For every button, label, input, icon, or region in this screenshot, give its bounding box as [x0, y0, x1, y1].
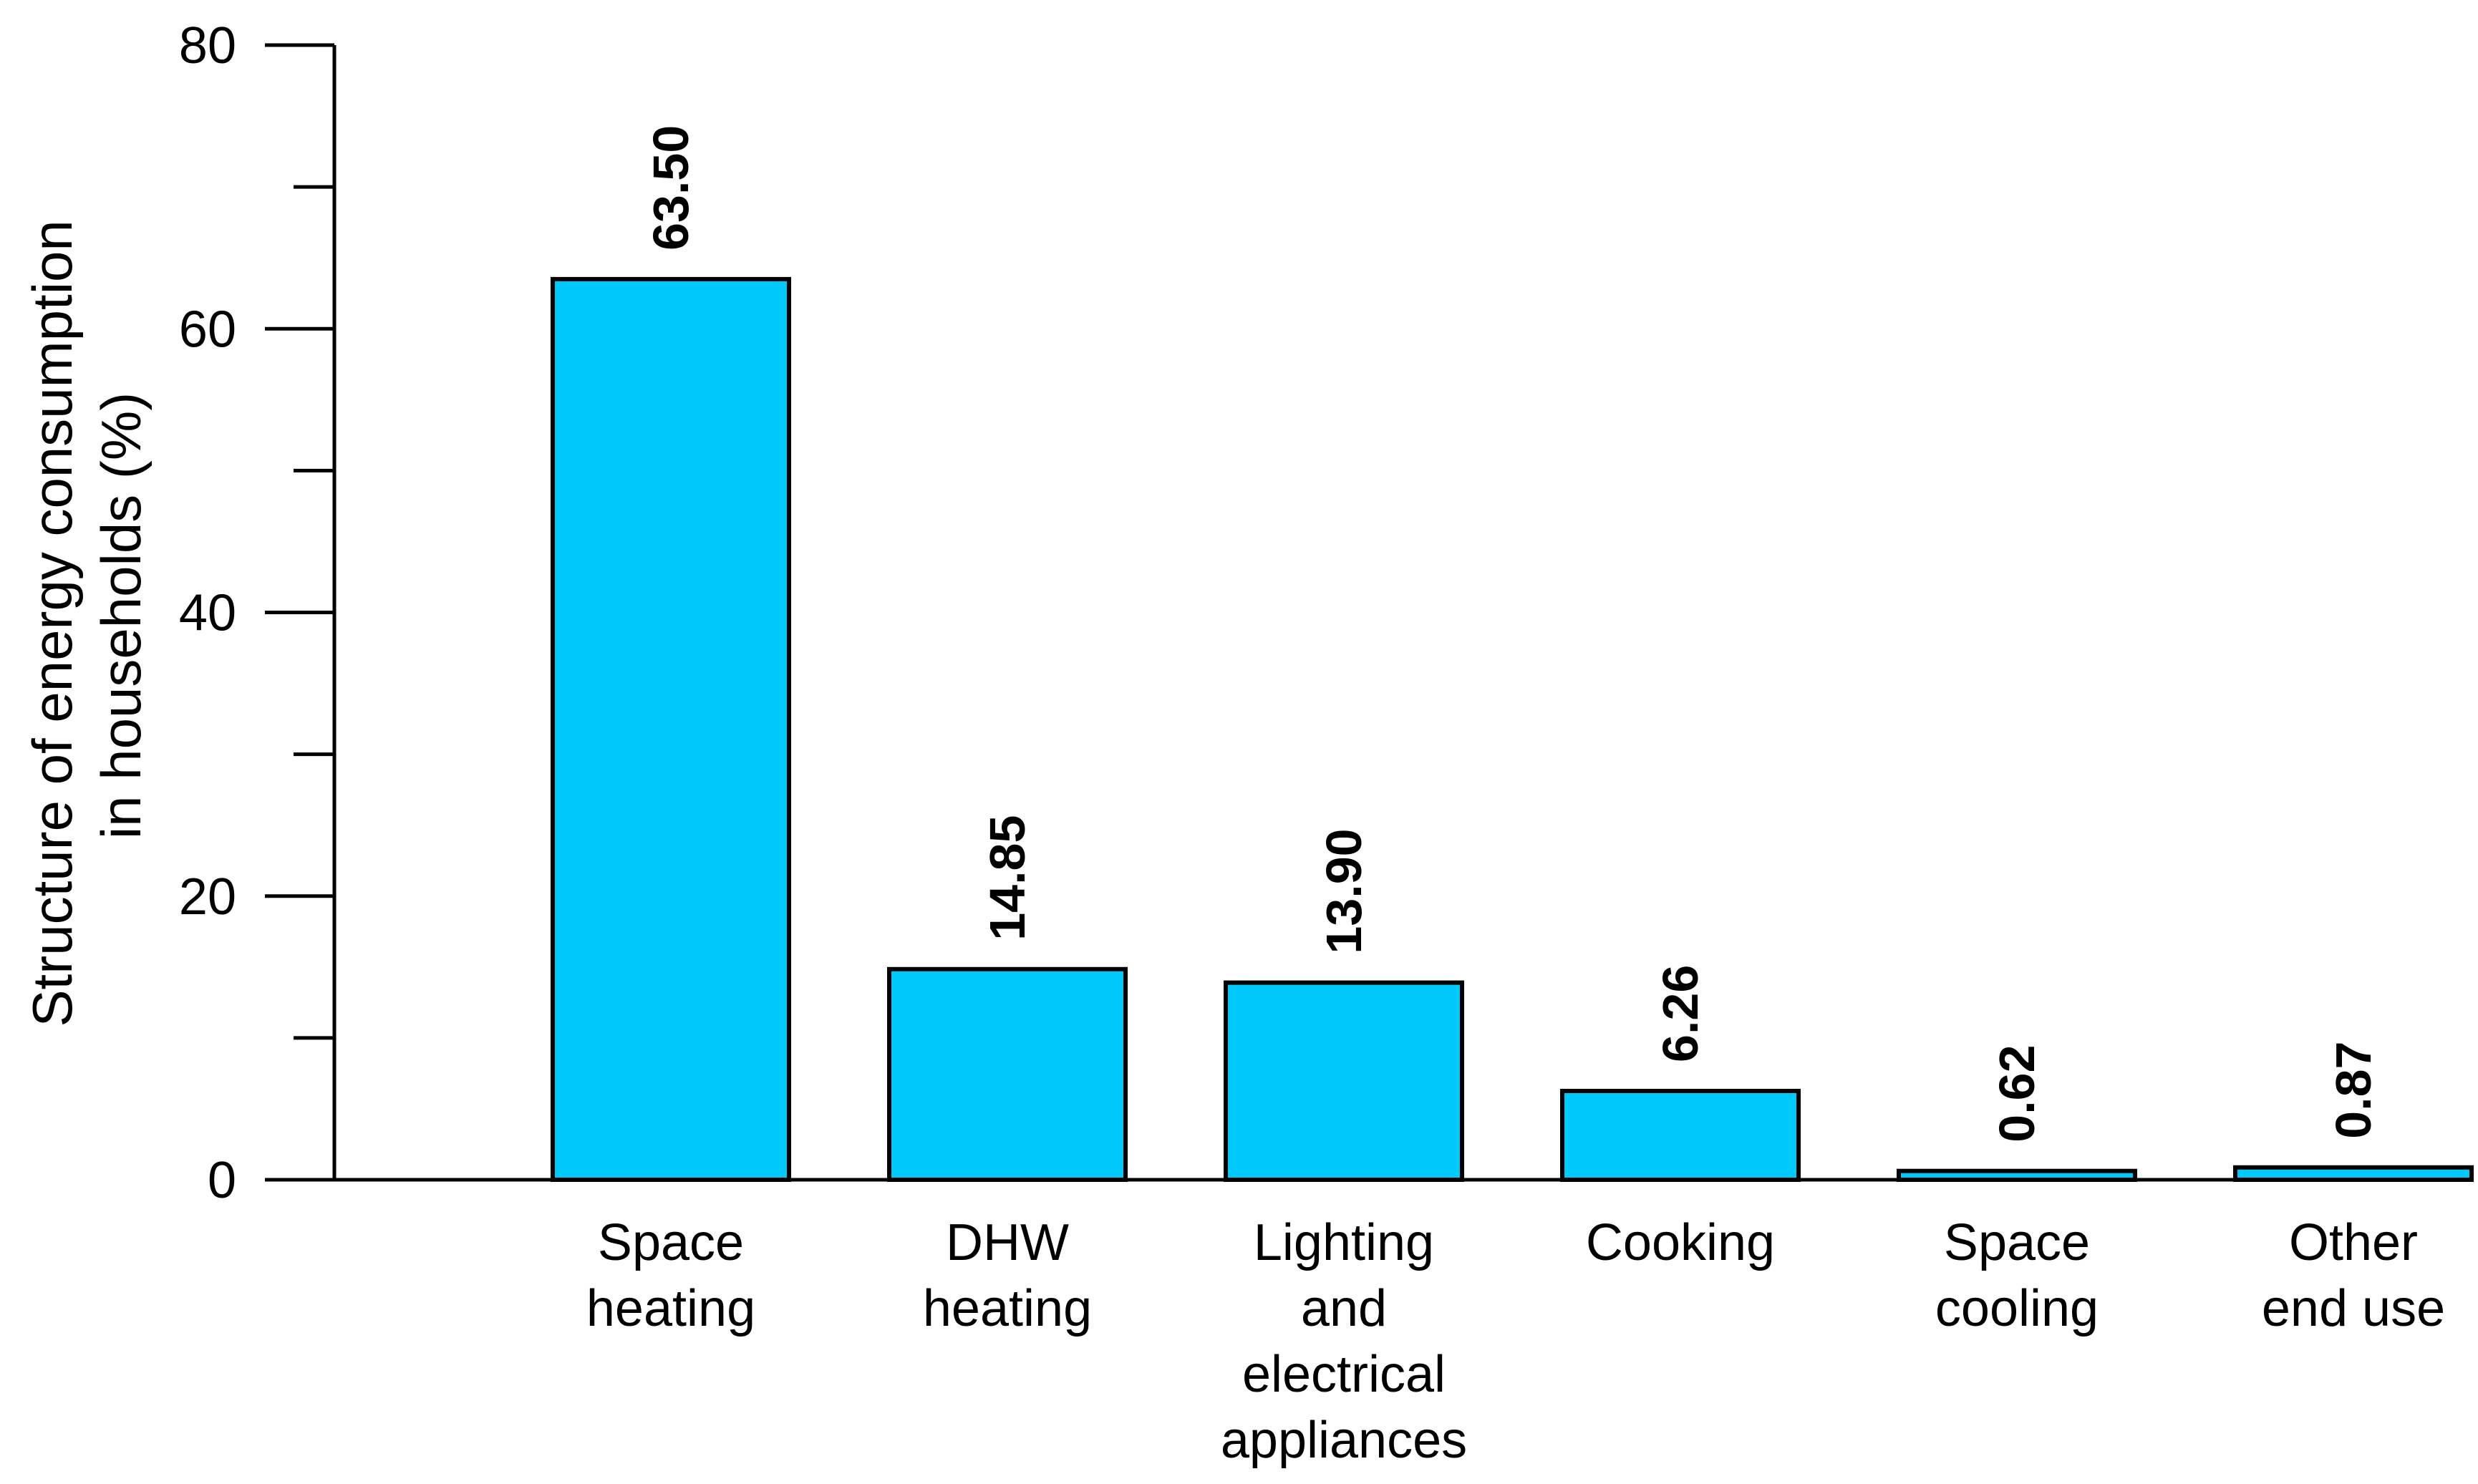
data-label: 63.50: [643, 125, 699, 251]
category-label-line: Space: [598, 1214, 744, 1271]
bar: [1897, 1168, 2137, 1183]
data-label: 13.90: [1316, 828, 1372, 954]
bar: [887, 966, 1128, 1183]
category-label-line: Cooking: [1586, 1214, 1775, 1271]
category-label: Other end use: [2262, 1214, 2445, 1337]
bar: [1224, 980, 1464, 1182]
data-label: 0.62: [1989, 1044, 2045, 1142]
category-label-line: heating: [586, 1280, 755, 1337]
category-label: Cooking: [1586, 1214, 1775, 1271]
y-tick-label: 80: [179, 17, 236, 74]
data-label: 6.26: [1652, 965, 1708, 1062]
category-label-line: DHW: [946, 1214, 1069, 1271]
data-labels: 63.50 14.85 13.90 6.26 0.62 0.87: [643, 125, 2381, 1143]
category-label: Space heating: [586, 1214, 755, 1337]
y-axis-title-line-2: in households (%): [89, 392, 153, 839]
category-label-line: Lighting: [1254, 1214, 1434, 1271]
bar: [551, 276, 791, 1182]
y-tick-label: 20: [179, 868, 236, 926]
category-label-line: end use: [2262, 1280, 2445, 1337]
category-label: DHW heating: [923, 1214, 1092, 1337]
category-label-line: electrical: [1242, 1346, 1446, 1403]
category-labels: Space heating DHW heating Lighting and electri…: [586, 1214, 2445, 1469]
category-label-line: Space: [1944, 1214, 2090, 1271]
y-tick-label: 40: [179, 585, 236, 642]
y-tick-label: 0: [208, 1152, 236, 1209]
category-label-line: heating: [923, 1280, 1092, 1337]
bar: [2233, 1165, 2474, 1183]
category-label-line: Other: [2289, 1214, 2418, 1271]
category-label: Space cooling: [1935, 1214, 2099, 1337]
bar: [1560, 1088, 1801, 1183]
bars: [551, 276, 2474, 1183]
data-label: 14.85: [979, 815, 1035, 941]
y-tick-label: 60: [179, 301, 236, 358]
y-axis-title-line-1: Structure of energy consumption: [21, 220, 84, 1027]
category-label-line: cooling: [1935, 1280, 2099, 1337]
category-label-line: appliances: [1221, 1412, 1467, 1469]
data-label: 0.87: [2325, 1042, 2381, 1139]
y-axis: 0 20 40 60 80: [179, 17, 337, 1209]
category-label: Lighting and electrical appliances: [1221, 1214, 1467, 1469]
category-label-line: and: [1301, 1280, 1387, 1337]
y-axis-title: Structure of energy consumption in house…: [21, 205, 153, 1027]
